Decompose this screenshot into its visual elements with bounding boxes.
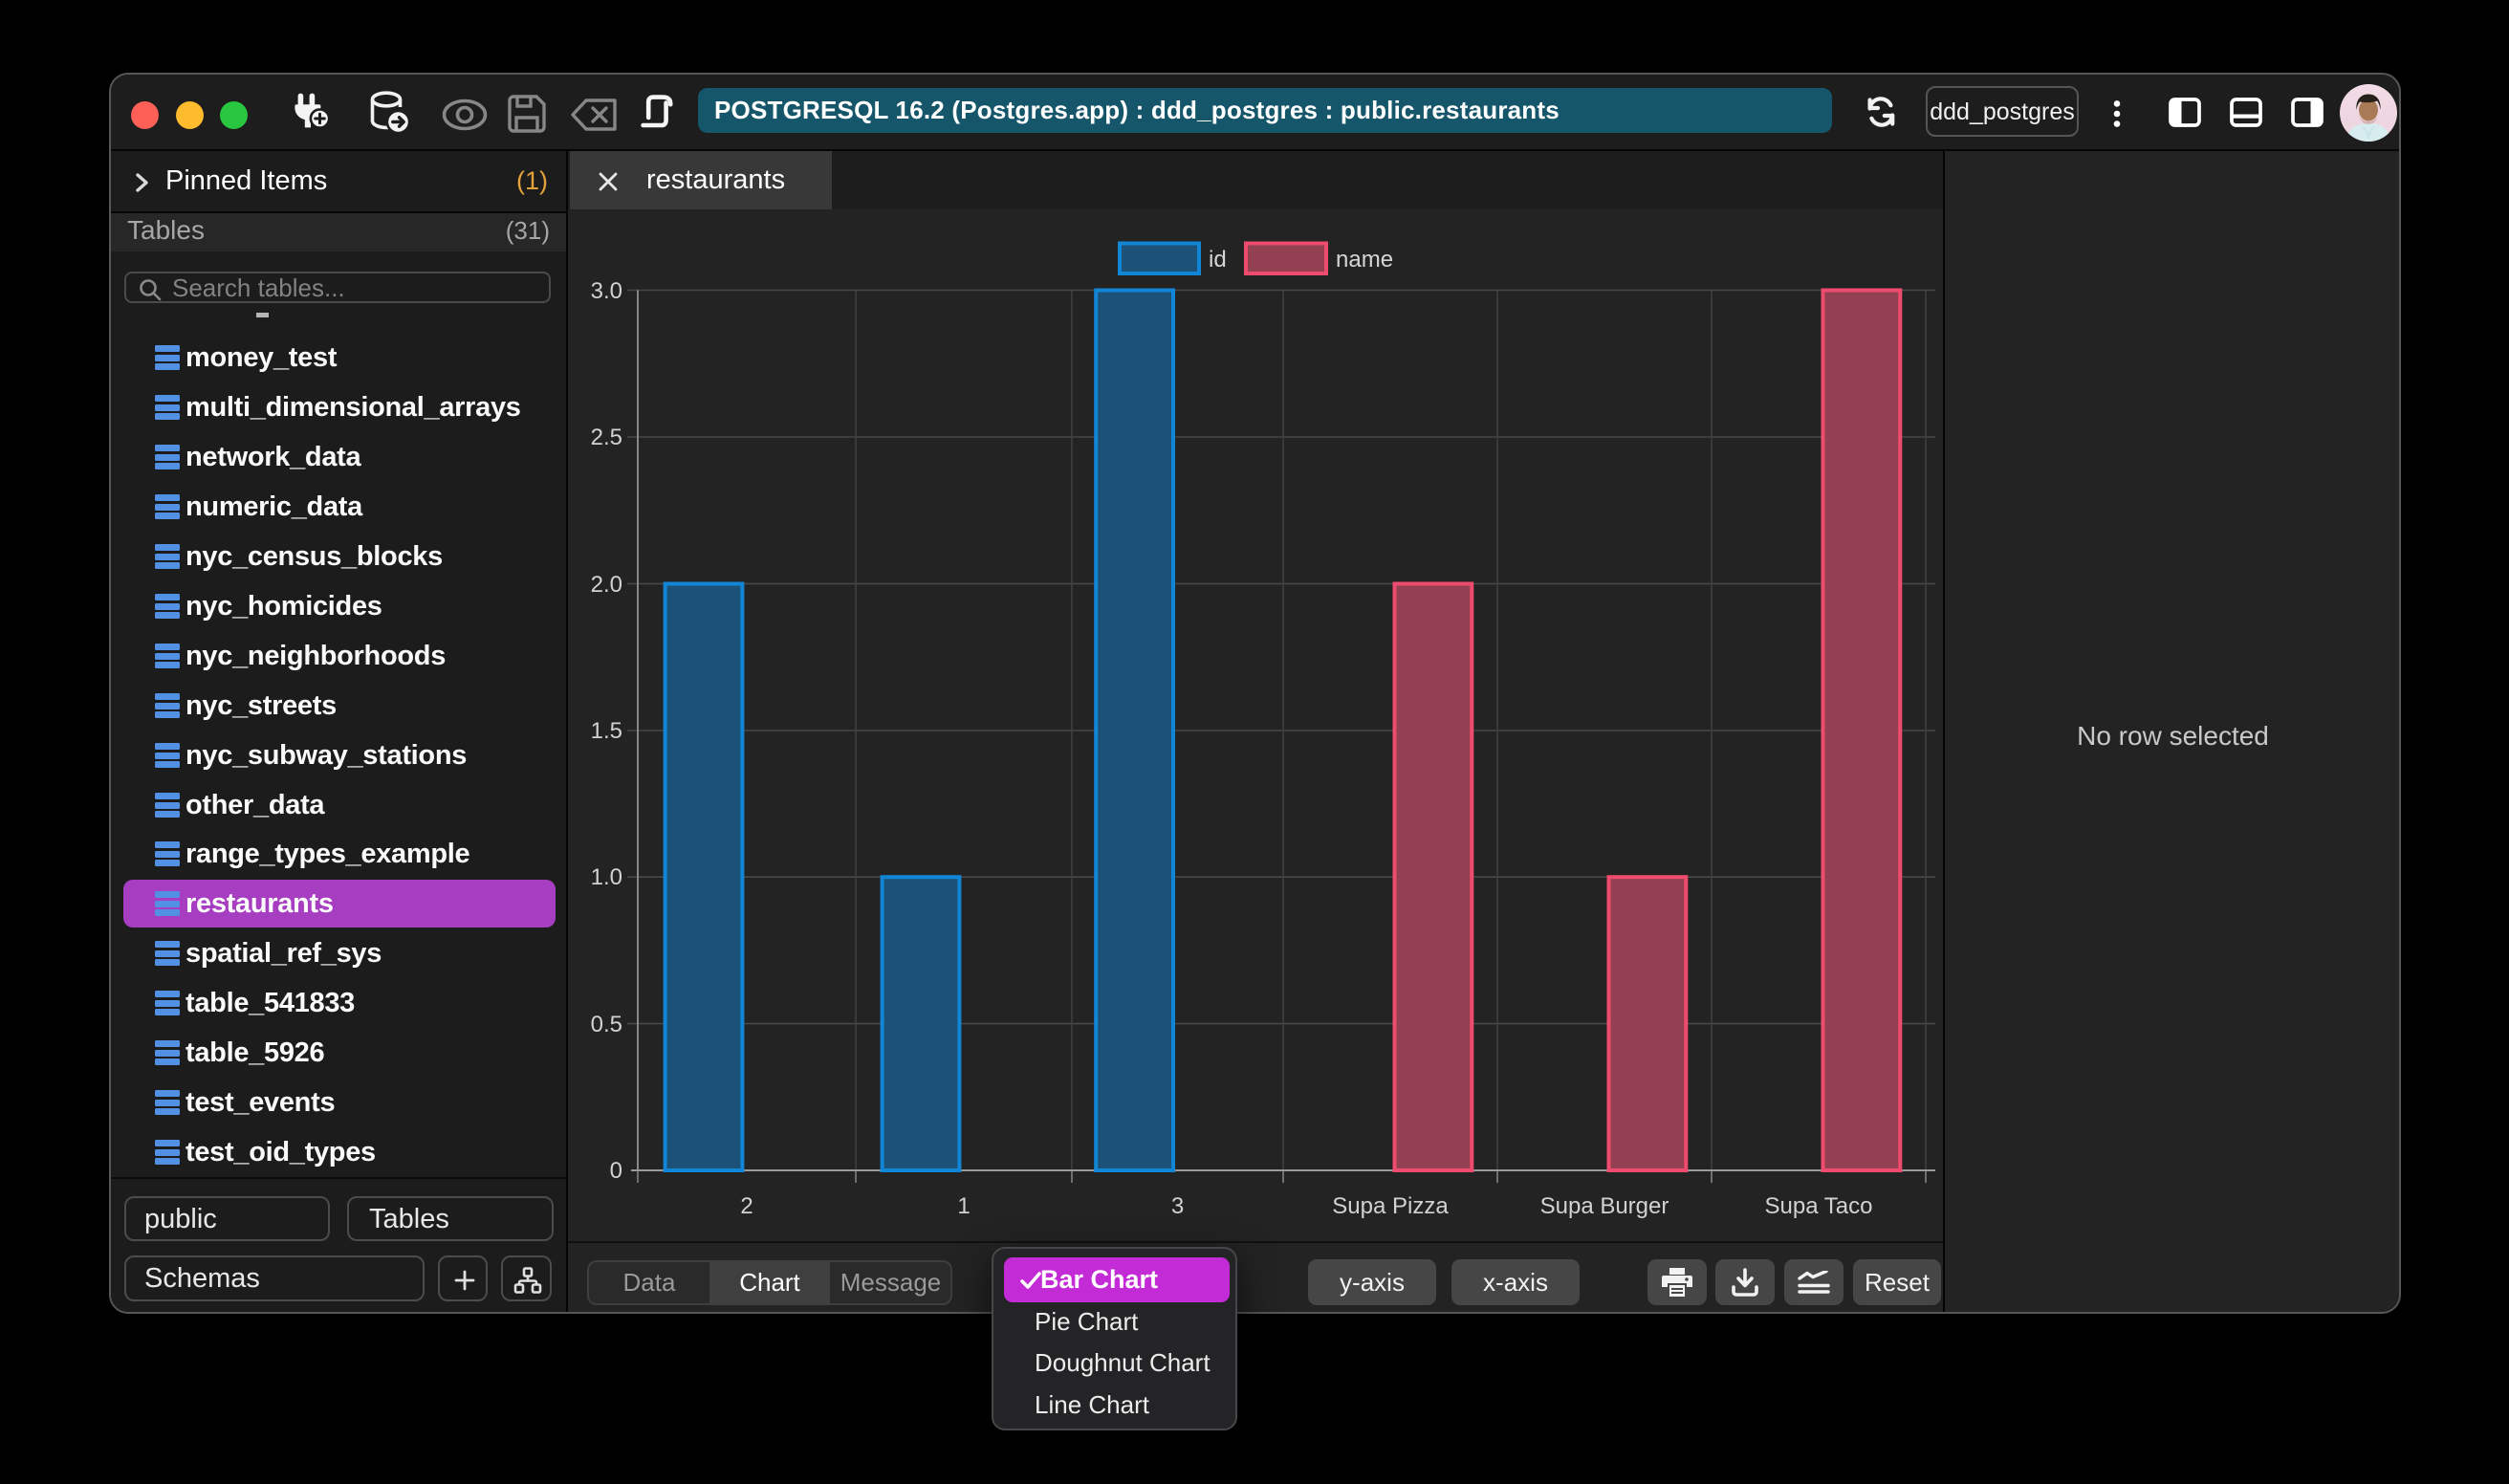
svg-text:3.0: 3.0 xyxy=(591,278,622,304)
svg-text:Supa Burger: Supa Burger xyxy=(1540,1193,1669,1219)
svg-text:2: 2 xyxy=(740,1193,753,1219)
svg-text:0.5: 0.5 xyxy=(591,1012,622,1037)
svg-text:Supa Pizza: Supa Pizza xyxy=(1332,1193,1449,1219)
svg-text:1: 1 xyxy=(957,1193,970,1219)
svg-text:1.0: 1.0 xyxy=(591,864,622,890)
svg-text:0: 0 xyxy=(610,1158,622,1184)
svg-text:3: 3 xyxy=(1171,1193,1184,1219)
svg-text:id: id xyxy=(1209,247,1227,273)
svg-text:Supa Taco: Supa Taco xyxy=(1765,1193,1873,1219)
svg-text:2.5: 2.5 xyxy=(591,425,622,450)
svg-text:1.5: 1.5 xyxy=(591,718,622,744)
svg-text:2.0: 2.0 xyxy=(591,572,622,598)
svg-text:name: name xyxy=(1336,247,1393,273)
